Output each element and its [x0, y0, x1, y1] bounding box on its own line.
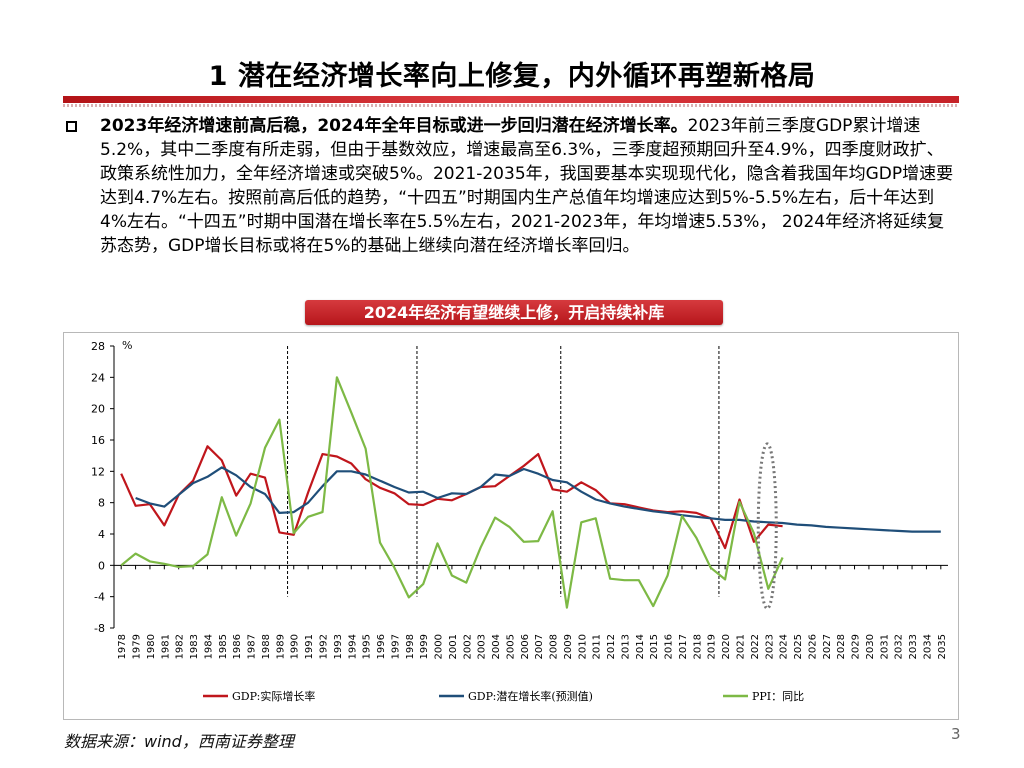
x-tick-label: 2023 [764, 634, 775, 659]
y-tick-label: 4 [98, 528, 105, 541]
y-tick-label: 0 [98, 559, 105, 572]
x-tick-label: 1979 [132, 634, 143, 659]
slide-title: 1 潜在经济增长率向上修复，内外循环再塑新格局 [208, 61, 816, 92]
y-unit-label: % [122, 339, 132, 352]
x-tick-label: 2013 [620, 634, 631, 659]
x-tick-label: 2031 [879, 634, 890, 659]
x-tick-label: 1999 [419, 634, 430, 659]
x-tick-label: 1988 [261, 634, 272, 659]
x-tick-label: 2001 [448, 634, 459, 659]
x-tick-label: 2016 [664, 634, 675, 659]
x-tick-label: 1990 [290, 634, 301, 659]
x-tick-label: 2029 [851, 634, 862, 659]
x-tick-label: 1980 [146, 634, 157, 659]
x-tick-label: 2007 [534, 634, 545, 659]
x-tick-label: 1996 [376, 634, 387, 659]
legend-label-1: GDP:潜在增长率(预测值) [468, 689, 593, 703]
x-tick-label: 1989 [275, 634, 286, 659]
square-bullet-icon [66, 121, 77, 132]
series-line-1 [135, 466, 941, 533]
x-tick-label: 1983 [189, 634, 200, 659]
x-tick-label: 2012 [606, 634, 617, 659]
y-tick-label: -8 [94, 622, 105, 635]
x-tick-label: 1998 [405, 634, 416, 659]
legend-label-2: PPI：同比 [752, 690, 804, 703]
y-tick-label: 16 [91, 434, 105, 447]
y-tick-label: 12 [91, 465, 105, 478]
series-line-2 [120, 376, 784, 609]
highlight-ellipse [756, 442, 778, 610]
x-tick-label: 2003 [477, 634, 488, 659]
bullet-lead: 2023年经济增速前高后稳，2024年全年目标或进一步回归潜在经济增长率。 [100, 116, 688, 136]
x-tick-label: 1997 [390, 634, 401, 659]
x-tick-label: 2018 [692, 634, 703, 659]
x-tick-label: 2004 [491, 634, 502, 659]
x-tick-label: 2019 [707, 634, 718, 659]
x-tick-label: 1994 [347, 634, 358, 659]
x-tick-label: 2010 [577, 634, 588, 659]
legend-label-0: GDP:实际增长率 [232, 689, 315, 703]
title-underline-bar [63, 96, 959, 103]
x-tick-label: 1981 [160, 634, 171, 659]
x-tick-label: 2030 [865, 634, 876, 659]
x-tick-label: 2022 [750, 634, 761, 659]
x-tick-label: 2026 [807, 634, 818, 659]
data-source-note: 数据来源：wind，西南证券整理 [64, 732, 294, 751]
x-tick-label: 1987 [247, 634, 258, 659]
x-tick-label: 2028 [836, 634, 847, 659]
x-tick-label: 1993 [333, 634, 344, 659]
page-number: 3 [951, 725, 961, 743]
x-tick-label: 2020 [721, 634, 732, 659]
series-line-0 [120, 445, 783, 550]
x-tick-label: 2025 [793, 634, 804, 659]
x-tick-label: 2035 [937, 634, 948, 659]
bullet-paragraph: 2023年经济增速前高后稳，2024年全年目标或进一步回归潜在经济增长率。202… [100, 114, 960, 258]
x-tick-label: 2027 [822, 634, 833, 659]
x-tick-label: 1978 [117, 634, 128, 659]
x-tick-label: 2021 [736, 634, 747, 659]
x-tick-label: 2008 [549, 634, 560, 659]
x-tick-label: 1984 [203, 634, 214, 659]
x-tick-label: 2015 [649, 634, 660, 659]
x-tick-label: 2017 [678, 634, 689, 659]
y-tick-label: 8 [98, 497, 105, 510]
x-tick-label: 2034 [922, 634, 933, 659]
x-tick-label: 1995 [362, 634, 373, 659]
y-tick-label: -4 [94, 591, 105, 604]
title-underline-dots [63, 104, 959, 107]
chart-title-banner: 2024年经济有望继续上修，开启持续补库 [305, 300, 723, 325]
x-tick-label: 2005 [505, 634, 516, 659]
x-tick-label: 2014 [635, 634, 646, 659]
x-tick-label: 2002 [462, 634, 473, 659]
x-tick-label: 2009 [563, 634, 574, 659]
x-tick-label: 2000 [434, 634, 445, 659]
x-tick-label: 1982 [175, 634, 186, 659]
y-tick-label: 20 [91, 403, 105, 416]
x-tick-label: 1985 [218, 634, 229, 659]
x-tick-label: 1992 [319, 634, 330, 659]
x-tick-label: 2006 [520, 634, 531, 659]
x-tick-label: 1991 [304, 634, 315, 659]
bullet-body: 2023年前三季度GDP累计增速5.2%，其中二季度有所走弱，但由于基数效应，增… [100, 116, 954, 256]
x-tick-label: 2032 [894, 634, 905, 659]
y-tick-label: 28 [91, 340, 105, 353]
x-tick-label: 2024 [779, 634, 790, 659]
y-tick-label: 24 [91, 371, 105, 384]
x-tick-label: 2033 [908, 634, 919, 659]
x-tick-label: 1986 [232, 634, 243, 659]
x-tick-label: 2011 [592, 634, 603, 659]
